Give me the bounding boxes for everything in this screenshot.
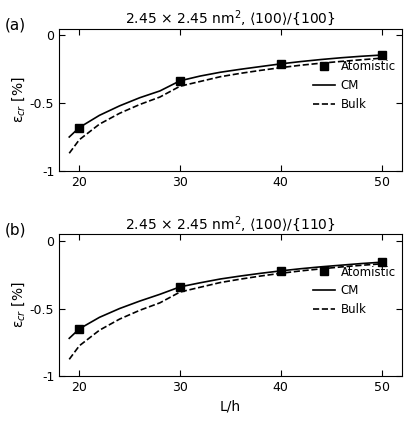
CM: [97, 113, 102, 118]
Legend: Atomistic, CM, Bulk: Atomistic, CM, Bulk: [313, 265, 395, 316]
Bulk: [358, 263, 363, 268]
Legend: Atomistic, CM, Bulk: Atomistic, CM, Bulk: [313, 60, 395, 111]
CM: [318, 57, 323, 62]
CM: [197, 280, 202, 285]
Bulk: [318, 266, 323, 271]
CM: [298, 59, 303, 64]
CM: [358, 261, 363, 266]
Bulk: [278, 65, 283, 70]
X-axis label: L/h: L/h: [219, 400, 240, 414]
Atomistic: [76, 125, 81, 130]
Bulk: [378, 56, 383, 61]
Atomistic: [278, 268, 283, 273]
Bulk: [258, 273, 263, 279]
Bulk: [338, 265, 343, 270]
Line: CM: CM: [69, 55, 381, 137]
Bulk: [238, 71, 243, 76]
CM: [318, 264, 323, 269]
Title: 2.45 × 2.45 nm$^2$, ⟨100⟩/{100}: 2.45 × 2.45 nm$^2$, ⟨100⟩/{100}: [125, 8, 335, 28]
Line: Atomistic: Atomistic: [75, 257, 385, 333]
Bulk: [76, 343, 81, 348]
Bulk: [197, 79, 202, 84]
Bulk: [67, 151, 72, 156]
Bulk: [378, 261, 383, 266]
CM: [137, 95, 142, 100]
Atomistic: [378, 259, 383, 264]
Bulk: [338, 59, 343, 64]
CM: [197, 73, 202, 78]
Bulk: [157, 95, 162, 100]
Line: CM: CM: [69, 262, 381, 338]
CM: [278, 268, 283, 273]
Bulk: [137, 102, 142, 107]
CM: [378, 260, 383, 265]
CM: [278, 61, 283, 66]
CM: [238, 67, 243, 72]
Bulk: [217, 280, 222, 285]
CM: [217, 70, 222, 75]
Bulk: [197, 285, 202, 290]
Atomistic: [177, 284, 182, 289]
CM: [117, 103, 122, 108]
Bulk: [258, 68, 263, 73]
CM: [358, 54, 363, 59]
CM: [238, 273, 243, 279]
CM: [137, 298, 142, 303]
Y-axis label: ε$_{cr}$ [%]: ε$_{cr}$ [%]: [10, 76, 27, 123]
Bulk: [157, 300, 162, 306]
CM: [217, 276, 222, 281]
Atomistic: [76, 326, 81, 331]
Atomistic: [278, 61, 283, 66]
CM: [258, 271, 263, 276]
Bulk: [238, 276, 243, 281]
CM: [97, 315, 102, 320]
Bulk: [318, 61, 323, 66]
Bulk: [117, 316, 122, 322]
Bulk: [358, 57, 363, 62]
Bulk: [67, 357, 72, 362]
Bulk: [137, 308, 142, 313]
CM: [157, 292, 162, 297]
Title: 2.45 × 2.45 nm$^2$, ⟨100⟩/{110}: 2.45 × 2.45 nm$^2$, ⟨100⟩/{110}: [125, 214, 335, 234]
CM: [378, 52, 383, 57]
CM: [338, 262, 343, 268]
Text: (b): (b): [4, 223, 26, 238]
CM: [67, 135, 72, 140]
CM: [177, 284, 182, 289]
CM: [76, 125, 81, 130]
Bulk: [117, 111, 122, 116]
Line: Bulk: Bulk: [69, 58, 381, 153]
CM: [67, 336, 72, 341]
Bulk: [278, 271, 283, 276]
Atomistic: [378, 52, 383, 57]
Line: Atomistic: Atomistic: [75, 51, 385, 132]
Bulk: [298, 63, 303, 68]
Atomistic: [177, 78, 182, 83]
CM: [258, 64, 263, 69]
Text: (a): (a): [4, 17, 25, 32]
Bulk: [177, 289, 182, 295]
Line: Bulk: Bulk: [69, 264, 381, 359]
Bulk: [177, 84, 182, 89]
CM: [177, 78, 182, 83]
CM: [117, 306, 122, 311]
CM: [157, 88, 162, 93]
Bulk: [298, 268, 303, 273]
CM: [338, 55, 343, 60]
Bulk: [76, 137, 81, 142]
Y-axis label: ε$_{cr}$ [%]: ε$_{cr}$ [%]: [10, 282, 27, 328]
Bulk: [97, 327, 102, 333]
CM: [76, 326, 81, 331]
Bulk: [217, 74, 222, 79]
Bulk: [97, 122, 102, 127]
CM: [298, 266, 303, 271]
